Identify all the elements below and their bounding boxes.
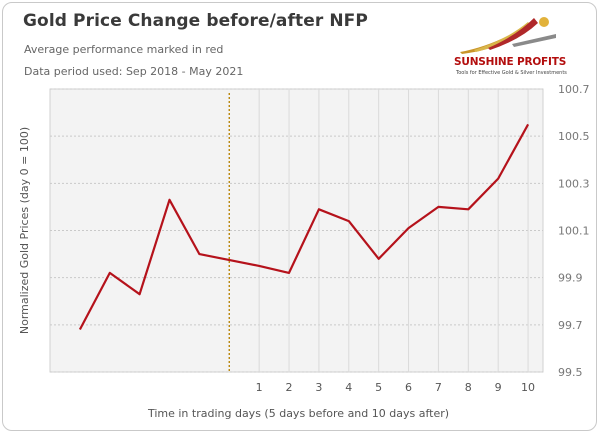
y-axis-ticks: 99.5 99.7 99.9 100.1 100.3 100.5 100.7	[558, 83, 590, 379]
x-tick-label: 3	[315, 381, 322, 394]
x-tick-label: 7	[435, 381, 442, 394]
x-tick-label: 5	[375, 381, 382, 394]
x-tick-label: 9	[495, 381, 502, 394]
x-tick-label: 8	[465, 381, 472, 394]
y-tick-label: 99.9	[558, 272, 583, 285]
y-tick-label: 99.7	[558, 319, 583, 332]
chart-title: Gold Price Change before/after NFP	[23, 11, 368, 31]
x-axis-ticks: 1 2 3 4 5 6 7 8 9 10	[256, 381, 535, 394]
chart-subtitle: Average performance marked in red	[24, 43, 224, 56]
y-tick-label: 100.5	[558, 130, 590, 143]
y-tick-label: 100.7	[558, 83, 590, 96]
y-tick-label: 99.5	[558, 366, 583, 379]
y-axis-label: Normalized Gold Prices (day 0 = 100)	[18, 127, 31, 334]
y-tick-label: 100.1	[558, 225, 590, 238]
logo-name: SUNSHINE PROFITS	[454, 56, 567, 68]
vertical-gridlines	[258, 89, 529, 372]
data-period-note: Data period used: Sep 2018 - May 2021	[24, 65, 244, 78]
x-tick-label: 10	[521, 381, 535, 394]
x-tick-label: 1	[256, 381, 263, 394]
logo-tagline: Tools for Effective Gold & Silver Invest…	[456, 70, 567, 76]
plot-area	[49, 88, 544, 373]
sun-swoosh-icon	[460, 17, 556, 54]
sunshine-profits-logo: SUNSHINE PROFITS Tools for Effective Gol…	[452, 14, 572, 76]
x-tick-label: 4	[345, 381, 352, 394]
series-line-average-gold-price	[78, 123, 530, 331]
x-tick-label: 2	[286, 381, 293, 394]
y-tick-label: 100.3	[558, 177, 590, 190]
x-axis-label: Time in trading days (5 days before and …	[147, 407, 449, 420]
x-tick-label: 6	[405, 381, 412, 394]
